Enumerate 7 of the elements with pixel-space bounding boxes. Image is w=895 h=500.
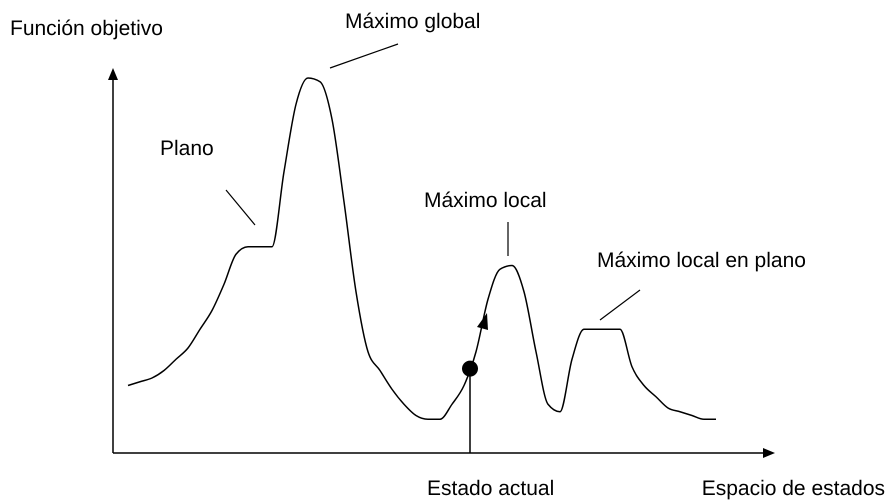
text: Máximo global bbox=[345, 10, 480, 33]
x-axis-title: Espacio de estados bbox=[702, 477, 885, 500]
annotation: Plano bbox=[160, 137, 214, 160]
annotation: Máximo local bbox=[424, 189, 547, 212]
annotation: Máximo local en plano bbox=[597, 249, 806, 272]
y-axis-title: Función objetivo bbox=[10, 17, 163, 40]
text: Estado actual bbox=[427, 477, 554, 500]
